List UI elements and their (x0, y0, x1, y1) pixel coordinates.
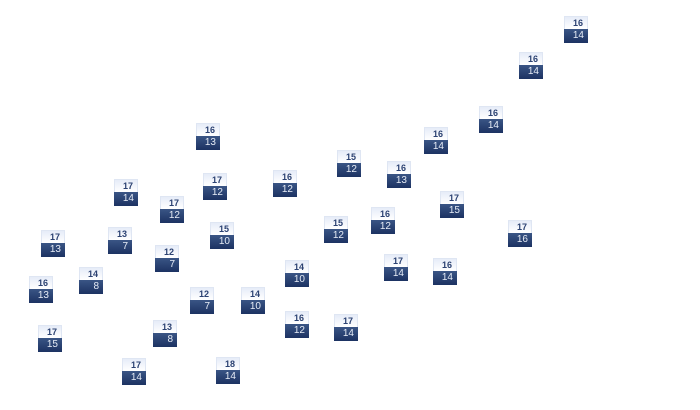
marker-bottom-value: 14 (564, 29, 588, 43)
marker-top-value: 17 (114, 179, 138, 192)
map-marker[interactable]: 16 12 (285, 311, 309, 338)
map-marker[interactable]: 17 13 (41, 230, 65, 257)
map-marker[interactable]: 17 15 (38, 325, 62, 352)
marker-bottom-value: 14 (384, 267, 408, 281)
marker-top-value: 17 (41, 230, 65, 243)
marker-bottom-value: 8 (79, 280, 103, 294)
map-marker[interactable]: 13 8 (153, 320, 177, 347)
marker-bottom-value: 12 (203, 186, 227, 200)
map-marker[interactable]: 17 14 (114, 179, 138, 206)
map-marker[interactable]: 14 10 (285, 260, 309, 287)
marker-top-value: 17 (384, 254, 408, 267)
marker-bottom-value: 14 (424, 140, 448, 154)
marker-top-value: 17 (122, 358, 146, 371)
marker-top-value: 16 (371, 207, 395, 220)
marker-top-value: 14 (241, 287, 265, 300)
marker-bottom-value: 14 (433, 271, 457, 285)
marker-top-value: 15 (324, 216, 348, 229)
marker-top-value: 17 (160, 196, 184, 209)
marker-bottom-value: 10 (241, 300, 265, 314)
marker-top-value: 17 (38, 325, 62, 338)
marker-top-value: 14 (79, 267, 103, 280)
marker-bottom-value: 12 (160, 209, 184, 223)
map-marker[interactable]: 15 12 (324, 216, 348, 243)
marker-top-value: 17 (508, 220, 532, 233)
map-marker[interactable]: 16 13 (196, 123, 220, 150)
map-marker[interactable]: 16 13 (29, 276, 53, 303)
marker-top-value: 15 (337, 150, 361, 163)
marker-bottom-value: 7 (155, 258, 179, 272)
map-marker[interactable]: 16 13 (387, 161, 411, 188)
marker-bottom-value: 13 (41, 243, 65, 257)
marker-bottom-value: 14 (479, 119, 503, 133)
marker-bottom-value: 12 (337, 163, 361, 177)
map-marker[interactable]: 16 14 (479, 106, 503, 133)
marker-bottom-value: 12 (285, 324, 309, 338)
marker-bottom-value: 13 (387, 174, 411, 188)
map-marker[interactable]: 17 14 (334, 314, 358, 341)
marker-top-value: 17 (440, 191, 464, 204)
marker-top-value: 16 (519, 52, 543, 65)
marker-bottom-value: 12 (273, 183, 297, 197)
marker-top-value: 13 (108, 227, 132, 240)
map-marker[interactable]: 16 14 (433, 258, 457, 285)
marker-bottom-value: 14 (122, 371, 146, 385)
marker-bottom-value: 13 (196, 136, 220, 150)
marker-top-value: 14 (285, 260, 309, 273)
marker-bottom-value: 8 (153, 333, 177, 347)
map-marker[interactable]: 17 12 (160, 196, 184, 223)
marker-top-value: 16 (433, 258, 457, 271)
map-marker[interactable]: 15 12 (337, 150, 361, 177)
marker-top-value: 16 (424, 127, 448, 140)
marker-bottom-value: 14 (519, 65, 543, 79)
marker-bottom-value: 14 (334, 327, 358, 341)
map-marker[interactable]: 16 12 (273, 170, 297, 197)
marker-top-value: 18 (216, 357, 240, 370)
marker-bottom-value: 7 (108, 240, 132, 254)
marker-top-value: 12 (155, 245, 179, 258)
map-marker[interactable]: 14 8 (79, 267, 103, 294)
map-marker[interactable]: 17 12 (203, 173, 227, 200)
marker-bottom-value: 10 (285, 273, 309, 287)
marker-top-value: 16 (196, 123, 220, 136)
map-marker[interactable]: 15 10 (210, 222, 234, 249)
marker-bottom-value: 15 (38, 338, 62, 352)
marker-top-value: 16 (273, 170, 297, 183)
map-marker[interactable]: 16 12 (371, 207, 395, 234)
map-marker[interactable]: 16 14 (564, 16, 588, 43)
marker-top-value: 17 (334, 314, 358, 327)
marker-bottom-value: 12 (371, 220, 395, 234)
marker-top-value: 13 (153, 320, 177, 333)
map-marker[interactable]: 16 14 (424, 127, 448, 154)
marker-top-value: 16 (387, 161, 411, 174)
marker-top-value: 16 (564, 16, 588, 29)
marker-bottom-value: 13 (29, 289, 53, 303)
map-marker[interactable]: 16 14 (519, 52, 543, 79)
marker-top-value: 17 (203, 173, 227, 186)
map-marker[interactable]: 14 10 (241, 287, 265, 314)
marker-bottom-value: 7 (190, 300, 214, 314)
map-marker[interactable]: 13 7 (108, 227, 132, 254)
marker-top-value: 16 (285, 311, 309, 324)
marker-bottom-value: 15 (440, 204, 464, 218)
marker-top-value: 16 (29, 276, 53, 289)
marker-top-value: 12 (190, 287, 214, 300)
marker-bottom-value: 12 (324, 229, 348, 243)
map-marker[interactable]: 18 14 (216, 357, 240, 384)
map-marker[interactable]: 12 7 (190, 287, 214, 314)
marker-bottom-value: 14 (216, 370, 240, 384)
marker-bottom-value: 10 (210, 235, 234, 249)
map-marker[interactable]: 17 16 (508, 220, 532, 247)
map-marker[interactable]: 12 7 (155, 245, 179, 272)
marker-bottom-value: 16 (508, 233, 532, 247)
marker-bottom-value: 14 (114, 192, 138, 206)
marker-top-value: 15 (210, 222, 234, 235)
map-marker[interactable]: 17 14 (122, 358, 146, 385)
map-marker[interactable]: 17 14 (384, 254, 408, 281)
marker-top-value: 16 (479, 106, 503, 119)
map-marker[interactable]: 17 15 (440, 191, 464, 218)
